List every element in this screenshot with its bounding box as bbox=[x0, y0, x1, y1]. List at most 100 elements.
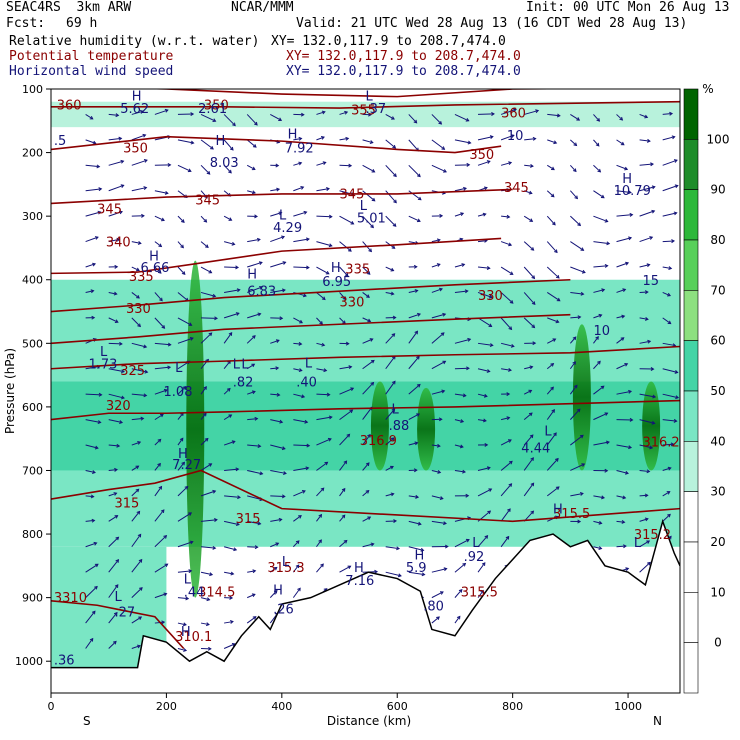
wind-arrow bbox=[616, 114, 623, 121]
wind-arrow-head bbox=[463, 186, 467, 191]
wind-speed-label: H bbox=[178, 447, 188, 462]
wind-arrow bbox=[154, 215, 165, 221]
wind-arrow bbox=[154, 266, 162, 274]
wind-arrow-head bbox=[115, 536, 120, 541]
wind-arrow bbox=[569, 190, 578, 199]
wind-arrow bbox=[639, 340, 651, 344]
wind-arrow-head bbox=[367, 433, 371, 438]
wind-arrow-head bbox=[507, 439, 512, 443]
wind-arrow-head bbox=[235, 312, 240, 316]
wind-arrow-head bbox=[669, 111, 674, 116]
wind-arrow-head bbox=[621, 520, 626, 524]
wind-arrow-head bbox=[321, 342, 326, 347]
wind-arrow-head bbox=[667, 466, 672, 471]
wind-arrow-head bbox=[597, 168, 602, 173]
wind-arrow-head bbox=[167, 342, 172, 347]
wind-arrow-head bbox=[345, 136, 350, 141]
wind-arrow-head bbox=[581, 463, 586, 467]
wind-arrow-head bbox=[508, 161, 513, 166]
wind-speed-label: H bbox=[415, 548, 425, 563]
wind-arrow-head bbox=[442, 312, 447, 317]
wind-arrow-head bbox=[650, 367, 655, 371]
wind-arrow-head bbox=[624, 362, 629, 367]
wind-arrow-head bbox=[555, 274, 560, 279]
wind-arrow bbox=[339, 241, 352, 252]
wind-arrow-head bbox=[159, 297, 163, 302]
wind-arrow-head bbox=[143, 393, 148, 398]
wind-arrow-head bbox=[281, 446, 286, 451]
wind-arrow-head bbox=[417, 312, 421, 317]
wind-arrow-head bbox=[322, 161, 327, 165]
wind-speed-label: L bbox=[360, 199, 368, 214]
wind-arrow-head bbox=[441, 389, 446, 394]
wind-arrow-head bbox=[529, 218, 534, 222]
wind-arrow bbox=[293, 393, 305, 398]
wind-arrow-head bbox=[579, 434, 584, 439]
wind-arrow-head bbox=[341, 487, 346, 492]
wind-arrow bbox=[431, 616, 440, 624]
wind-arrow bbox=[570, 434, 584, 446]
wind-arrow-head bbox=[301, 394, 306, 399]
wind-arrow-head bbox=[670, 442, 675, 447]
theta-contour-350 bbox=[51, 135, 502, 154]
theta-label: 315.5 bbox=[461, 585, 498, 600]
wind-arrow-head bbox=[598, 520, 603, 525]
colorbar-tick-label: 80 bbox=[710, 233, 725, 247]
wind-arrow-head bbox=[94, 236, 99, 240]
wind-arrow bbox=[177, 317, 192, 326]
wind-speed-label: H bbox=[331, 261, 341, 276]
wind-arrow bbox=[500, 342, 514, 347]
wind-arrow bbox=[593, 361, 601, 370]
wind-arrow bbox=[408, 546, 424, 551]
wind-arrow-head bbox=[186, 360, 191, 365]
wind-arrow bbox=[131, 534, 142, 548]
wind-arrow bbox=[339, 540, 348, 548]
wind-arrow-head bbox=[417, 173, 421, 178]
wind-arrow bbox=[223, 360, 231, 370]
wind-arrow bbox=[108, 492, 117, 497]
wind-arrow-head bbox=[644, 114, 649, 119]
wind-arrow bbox=[454, 187, 467, 192]
wind-arrow bbox=[408, 290, 418, 293]
wind-arrow-head bbox=[528, 412, 533, 417]
wind-arrow bbox=[108, 393, 125, 399]
wind-arrow bbox=[293, 368, 302, 372]
wind-arrow bbox=[639, 540, 650, 548]
wind-arrow bbox=[177, 164, 192, 172]
wind-arrow bbox=[569, 164, 577, 172]
wind-arrow-head bbox=[601, 495, 605, 500]
colorbar-cell bbox=[683, 189, 699, 241]
wind-arrow-head bbox=[530, 482, 535, 487]
wind-arrow bbox=[431, 139, 445, 150]
wind-arrow bbox=[477, 562, 486, 573]
wind-arrow bbox=[247, 469, 263, 475]
colorbar-cell bbox=[683, 139, 699, 190]
wind-arrow-head bbox=[667, 292, 671, 297]
wind-arrow-head bbox=[344, 272, 349, 277]
wind-arrow bbox=[131, 368, 148, 373]
wind-arrow bbox=[270, 339, 280, 344]
wind-arrow bbox=[616, 469, 629, 474]
wind-arrow bbox=[316, 368, 327, 372]
wind-arrow bbox=[247, 520, 261, 525]
wind-arrow bbox=[362, 266, 371, 275]
colorbar-cell bbox=[683, 239, 699, 291]
wind-arrow bbox=[154, 509, 165, 522]
wind-arrow-head bbox=[482, 418, 487, 423]
wind-arrow bbox=[131, 441, 141, 446]
wind-arrow-head bbox=[528, 190, 533, 195]
wind-arrow-head bbox=[181, 461, 185, 466]
wind-arrow bbox=[85, 519, 95, 522]
wind-arrow-head bbox=[228, 217, 233, 221]
wind-arrow-head bbox=[135, 488, 140, 493]
wind-arrow-head bbox=[393, 173, 397, 178]
wind-arrow bbox=[108, 469, 118, 471]
wind-arrow-head bbox=[298, 161, 303, 166]
wind-arrow bbox=[247, 190, 256, 194]
wind-arrow bbox=[593, 215, 608, 223]
x-axis-label: Distance (km) bbox=[327, 714, 411, 728]
wind-arrow-head bbox=[390, 267, 395, 272]
wind-arrow-head bbox=[437, 470, 442, 474]
wind-speed-label: 5.62 bbox=[120, 102, 149, 117]
wind-arrow bbox=[339, 409, 353, 421]
